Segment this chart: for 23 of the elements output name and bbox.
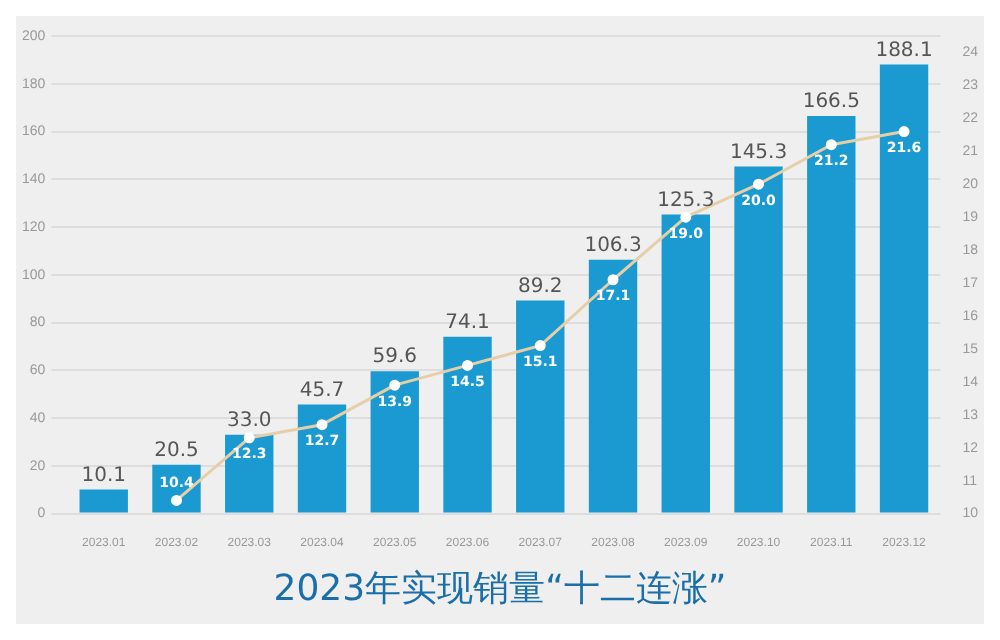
text: 2023年实现销量“十二连涨” xyxy=(271,566,729,614)
bar xyxy=(79,489,128,513)
data-label: 166.5 xyxy=(802,91,860,114)
bar xyxy=(443,336,492,513)
data-label: 59.6 xyxy=(372,346,418,369)
data-label: 89.2 xyxy=(518,275,563,298)
data-label: 188.1 xyxy=(875,39,933,62)
data-label: 74.1 xyxy=(445,311,490,334)
bar xyxy=(370,371,419,513)
bar xyxy=(879,64,929,513)
bar xyxy=(807,116,856,513)
data-label: 33.0 xyxy=(226,409,272,432)
data-label: 45.7 xyxy=(299,379,345,402)
data-label: 20.5 xyxy=(154,439,199,462)
data-label: 106.3 xyxy=(584,234,642,257)
bar xyxy=(297,404,347,513)
data-label: 145.3 xyxy=(729,141,788,164)
bar xyxy=(516,300,565,513)
bar xyxy=(734,166,783,513)
data-label: 125.3 xyxy=(657,189,715,212)
data-label: 10.1 xyxy=(81,464,126,487)
bar xyxy=(661,214,710,513)
bar xyxy=(588,259,638,513)
